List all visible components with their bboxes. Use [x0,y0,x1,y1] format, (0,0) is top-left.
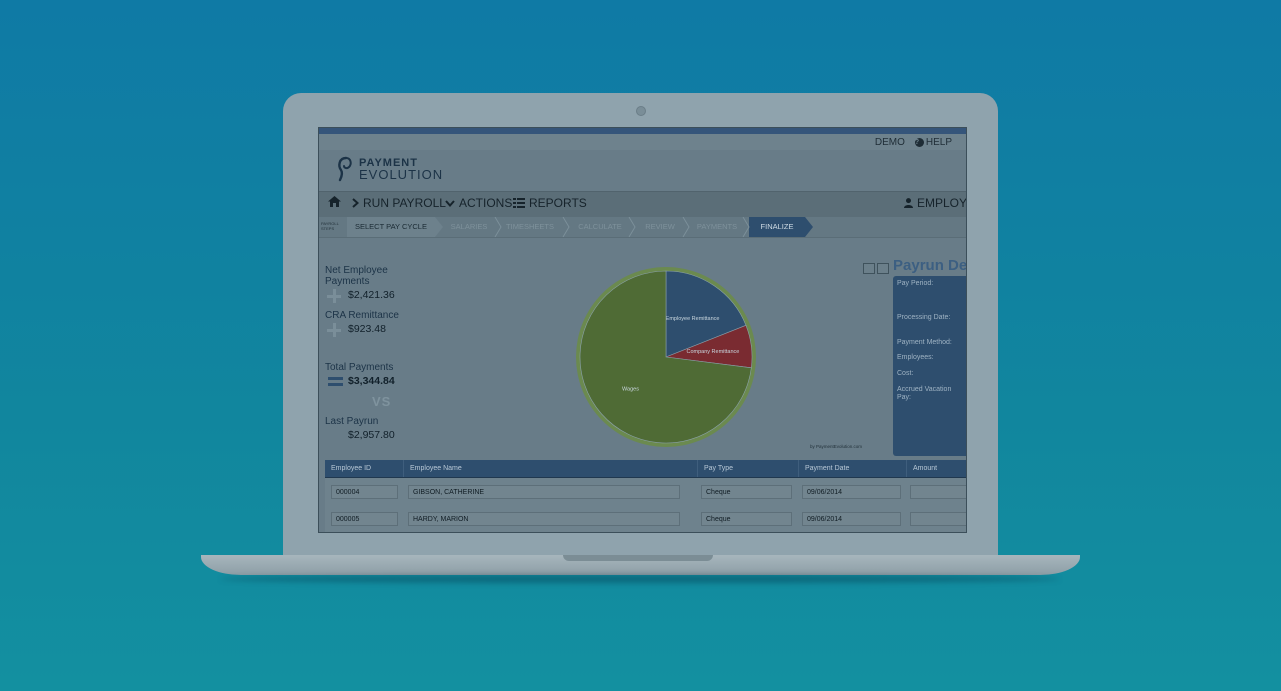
payment-method-label: Payment Method: [897,339,952,346]
pie-label: Company Remittance [686,349,739,355]
laptop-shadow [220,575,1060,583]
nav-reports[interactable]: REPORTS [513,196,587,210]
last-payrun-label: Last Payrun [325,416,379,427]
plus-icon [327,289,341,303]
payroll-steps-label: PAYROLL STEPS [321,221,339,231]
col-employee-id[interactable]: Employee ID [331,465,372,472]
top-strip [319,128,966,134]
print-icon[interactable] [863,263,875,274]
equals-icon [328,377,343,387]
amount-field[interactable] [910,485,966,499]
nav-actions[interactable]: ACTIONS [445,196,512,210]
demo-link[interactable]: DEMO [874,137,905,148]
payment-date-field[interactable]: 09/06/2014 [802,485,901,499]
laptop-base [201,555,1080,575]
accrued-vacation-pay-label: Accrued Vacation Pay: [897,386,952,401]
col-amount[interactable]: Amount [906,460,966,477]
camera-icon [636,106,646,116]
employee-table-header: Employee ID Employee Name Pay Type Payme… [325,460,966,478]
table-row: 000004 GIBSON, CATHERINE Cheque 09/06/20… [325,478,966,505]
details-action-icons [863,263,889,274]
help-link[interactable]: ? HELP [914,137,952,148]
total-payments-value: $3,344.84 [348,375,395,387]
top-bar [319,134,966,150]
pie-label: Wages [622,386,639,392]
col-pay-type[interactable]: Pay Type [697,460,798,477]
payroll-pie-chart[interactable]: Employee Remittance Company Remittance Wag… [569,262,769,452]
step-timesheets[interactable]: TIMESHEETS [506,222,554,231]
plus-icon [327,323,341,337]
step-finalize[interactable]: FINALIZE [749,217,805,237]
nav-reports-label: REPORTS [529,196,587,210]
top-links: DEMO ? HELP [875,137,952,148]
download-icon[interactable] [877,263,889,274]
col-employee-name[interactable]: Employee Name [403,460,697,477]
payment-date-field[interactable]: 09/06/2014 [802,512,901,526]
logo-mark-icon [337,156,353,182]
last-payrun-value: $2,957.80 [348,429,395,441]
nav-run-payroll-label: RUN PAYROLL [363,196,446,210]
total-payments-label: Total Payments [325,362,394,373]
step-chevron [435,217,443,237]
chevron-down-icon [445,199,455,207]
table-row: 000005 HARDY, MARION Cheque 09/06/2014 [325,505,966,532]
pay-period-label: Pay Period: [897,280,934,287]
step-select-pay-cycle[interactable]: SELECT PAY CYCLE [347,217,435,237]
chevron-right-icon [352,198,359,208]
help-label: HELP [925,137,952,148]
laptop-notch [563,555,713,561]
employee-id-field[interactable]: 000004 [331,485,398,499]
amount-field[interactable] [910,512,966,526]
payrun-details-panel: Pay Period: Processing Date: Payment Met… [893,276,966,456]
cra-remittance-label: CRA Remittance [325,310,399,321]
main-nav: RUN PAYROLL ACTIONS REPORTS EMPLOYE [319,191,966,218]
home-icon [328,196,341,207]
step-calculate[interactable]: CALCULATE [578,222,622,231]
pie-slice-employee-remittance[interactable] [665,270,747,358]
net-employee-payments-value: $2,421.36 [348,289,395,301]
payment-evolution-logo[interactable]: PAYMENT EVOLUTION [337,156,443,182]
nav-employees[interactable]: EMPLOYE [904,196,967,210]
payrun-summary-section: Net Employee Payments $2,421.36 CRA Remi… [319,238,966,458]
list-icon [513,198,525,208]
employee-name-field[interactable]: GIBSON, CATHERINE [408,485,680,499]
pie-label: Employee Remittance [666,316,720,322]
chart-credit: by PaymentEvolution.com [810,444,863,449]
cra-remittance-value: $923.48 [348,323,386,335]
laptop-screen: DEMO ? HELP PAYMENT EVOLUTION RUN PAYROL… [318,127,967,533]
vs-label: VS [372,394,392,409]
home-nav-button[interactable] [328,196,341,207]
user-icon [904,198,913,208]
step-chevron [805,217,813,237]
pay-type-field[interactable]: Cheque [701,512,792,526]
logo-line2: EVOLUTION [359,167,444,182]
step-salaries[interactable]: SALARIES [450,222,488,231]
pay-type-field[interactable]: Cheque [701,485,792,499]
nav-employees-label: EMPLOYE [917,196,967,210]
employee-id-field[interactable]: 000005 [331,512,398,526]
step-payments[interactable]: PAYMENTS [696,222,738,231]
step-review[interactable]: REVIEW [645,222,675,231]
nav-run-payroll[interactable]: RUN PAYROLL [352,196,446,210]
payrun-details-title: Payrun De [893,257,967,274]
col-payment-date[interactable]: Payment Date [798,460,906,477]
processing-date-label: Processing Date: [897,314,951,321]
employee-name-field[interactable]: HARDY, MARION [408,512,680,526]
logo-line1: PAYMENT [359,157,418,169]
question-icon: ? [914,138,924,147]
employees-label: Employees: [897,354,934,361]
pie-slice-wages[interactable] [579,270,752,444]
net-employee-payments-label: Net Employee Payments [325,265,388,287]
step-separators [494,217,750,237]
cost-label: Cost: [897,370,914,377]
payroll-steps-bar: PAYROLL STEPS SELECT PAY CYCLE SALARIES … [319,217,966,238]
nav-actions-label: ACTIONS [459,196,513,210]
